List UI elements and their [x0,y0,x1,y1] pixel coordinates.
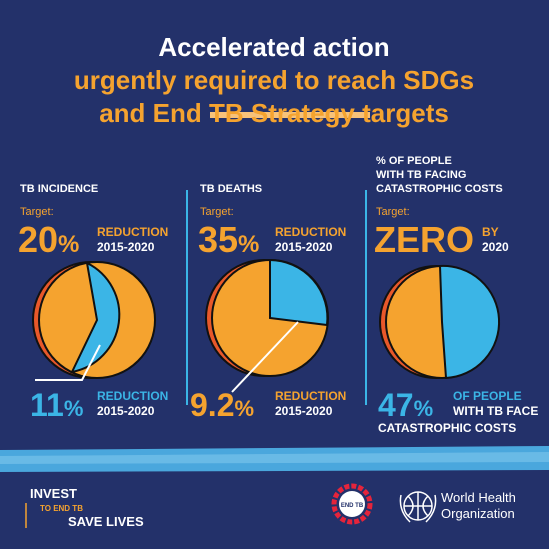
result-period: 2015-2020 [97,404,155,418]
target-value: ZERO [374,219,474,260]
sdg-center [339,491,365,517]
panel: TB INCIDENCE Target: 20% REDUCTION 2015-… [18,183,168,423]
sdg-logo: END TB [331,483,373,525]
sdg-text: END TB [341,503,364,509]
title-part: End TB Strategy [153,98,356,128]
number: 11 [30,387,64,423]
number: 35 [198,219,238,260]
result-value: 47% [378,387,433,423]
result-period: 2015-2020 [275,404,333,418]
target-text: BY [482,225,499,239]
target-label: Target: [200,206,234,218]
band-highlight [0,452,549,464]
pie-slice [269,258,329,327]
pie-slice [438,264,501,380]
unit: % [414,396,434,421]
underline [210,112,370,118]
target-label: Target: [376,206,410,218]
slogan: TO END TB [40,504,83,513]
number: 47 [378,387,414,423]
unit: % [58,231,79,258]
heading: CATASTROPHIC COSTS [376,183,503,195]
target-value: 35% [198,219,259,260]
result-text: WITH TB FACE [453,404,538,418]
pointer [231,321,299,393]
heading: WITH TB FACING [376,169,466,181]
target-label: Target: [20,206,54,218]
slogan: SAVE LIVES [68,514,144,529]
slogan: INVEST [30,486,77,501]
who-grid [404,492,432,520]
number: 9.2 [190,387,234,423]
unit: % [238,231,259,258]
title-part: and [99,98,152,128]
who-name: World Health [441,490,516,505]
heading: % OF PEOPLE [376,155,452,167]
heading: TB DEATHS [200,183,262,195]
target-period: 2015-2020 [97,240,155,254]
number: 20 [18,219,58,260]
panel: TB DEATHS Target: 35% REDUCTION 2015-202… [190,183,346,423]
who-name: Organization [441,506,515,521]
title-line: and End TB Strategy targets [99,98,449,128]
who-logo [399,491,437,523]
target-text: REDUCTION [97,225,168,239]
result-value: 9.2% [190,387,254,423]
unit: % [234,396,254,421]
result-text: REDUCTION [97,389,168,403]
unit: % [64,396,84,421]
pointer [35,344,101,381]
result-text: OF PEOPLE [453,389,522,403]
target-period: 2015-2020 [275,240,333,254]
pie-slice [70,261,121,374]
target-period: 2020 [482,240,509,254]
target-value: 20% [18,219,79,260]
heading: TB INCIDENCE [20,183,98,195]
panel: % OF PEOPLE WITH TB FACING CATASTROPHIC … [374,155,538,435]
who-laurel [399,494,437,523]
title-part: targets [355,98,449,128]
sdg-wheel [331,483,373,525]
result-text: CATASTROPHIC COSTS [378,421,516,435]
title-line: urgently required to reach SDGs [74,65,474,95]
title-line: Accelerated action [158,32,389,62]
result-text: REDUCTION [275,389,346,403]
target-text: REDUCTION [275,225,346,239]
result-value: 11% [30,387,83,423]
